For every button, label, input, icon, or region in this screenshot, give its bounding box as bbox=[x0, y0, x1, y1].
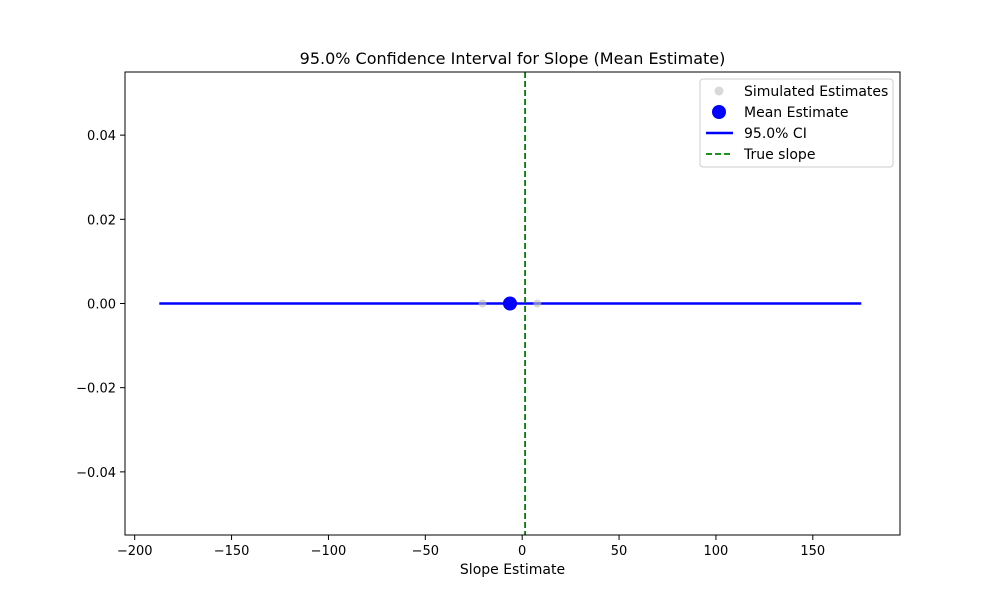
y-tick-label: 0.00 bbox=[87, 298, 116, 313]
y-tick-label: 0.04 bbox=[87, 129, 116, 144]
x-tick-label: 100 bbox=[704, 544, 729, 559]
y-tick-label: −0.04 bbox=[76, 466, 116, 481]
x-tick-label: −150 bbox=[214, 544, 250, 559]
x-axis: −200 −150 −100 −50 0 50 100 150 bbox=[117, 535, 825, 559]
x-tick-label: −50 bbox=[412, 544, 439, 559]
legend-label: 95.0% CI bbox=[744, 126, 807, 142]
legend-simulated-marker bbox=[714, 86, 724, 96]
x-tick-label: −200 bbox=[117, 544, 153, 559]
legend-box bbox=[699, 78, 894, 168]
legend-mean-marker bbox=[712, 105, 726, 119]
x-tick-label: 150 bbox=[800, 544, 825, 559]
mean-estimate-point bbox=[502, 296, 517, 311]
y-tick-label: 0.02 bbox=[87, 213, 116, 228]
legend-label: True slope bbox=[743, 147, 815, 163]
simulated-estimate-point bbox=[478, 299, 487, 308]
y-tick-label: −0.02 bbox=[76, 382, 116, 397]
x-tick-label: −100 bbox=[311, 544, 347, 559]
plot-area bbox=[159, 72, 862, 535]
x-tick-label: 0 bbox=[518, 544, 526, 559]
simulated-estimate-point bbox=[533, 299, 542, 308]
chart-title: 95.0% Confidence Interval for Slope (Mea… bbox=[300, 49, 726, 68]
legend-label: Mean Estimate bbox=[744, 105, 848, 121]
x-axis-label: Slope Estimate bbox=[460, 562, 565, 578]
legend-label: Simulated Estimates bbox=[744, 84, 888, 100]
y-axis: 0.04 0.02 0.00 −0.02 −0.04 bbox=[76, 129, 125, 481]
x-tick-label: 50 bbox=[611, 544, 628, 559]
legend: Simulated Estimates Mean Estimate 95.0% CI… bbox=[699, 78, 894, 168]
